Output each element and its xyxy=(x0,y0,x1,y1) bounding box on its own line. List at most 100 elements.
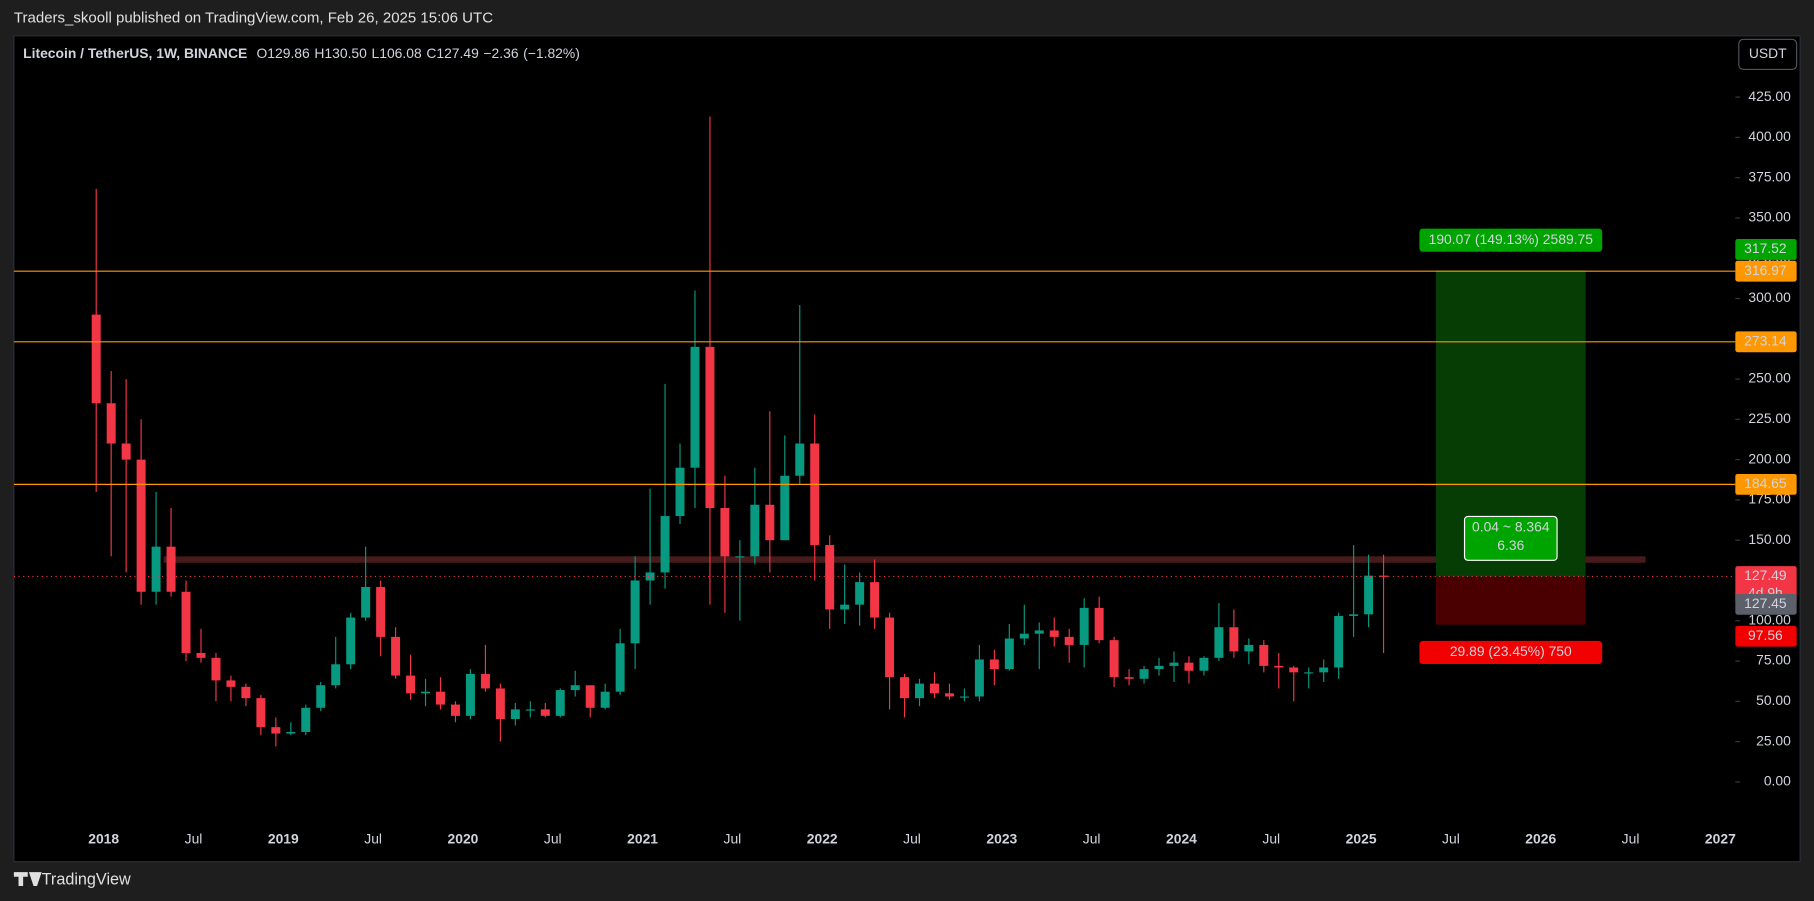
y-tick-label: 75.00 xyxy=(1756,652,1791,668)
candle-body xyxy=(720,507,730,557)
candle-body xyxy=(421,691,431,694)
horizontal-line-tag xyxy=(1735,260,1797,282)
stop-tag xyxy=(1735,625,1797,647)
entry-tag-label: 127.45 xyxy=(1744,595,1787,611)
candle-body xyxy=(1079,607,1089,645)
candle-body xyxy=(406,675,416,694)
candle-body xyxy=(1214,627,1224,658)
currency-label[interactable]: USDT xyxy=(1749,45,1787,61)
candle-body xyxy=(480,673,490,689)
candle-body xyxy=(870,582,880,618)
candle-body xyxy=(885,617,895,678)
x-tick-label: 2025 xyxy=(1346,830,1377,846)
candle-body xyxy=(840,604,850,610)
candle-body xyxy=(735,556,745,558)
candle-body xyxy=(1184,662,1194,671)
candle-body xyxy=(331,664,341,686)
candle-body xyxy=(660,516,670,573)
candle-body xyxy=(900,677,910,699)
candle-body xyxy=(106,403,116,444)
candle-body xyxy=(615,643,625,692)
logo[interactable]: TradingView xyxy=(42,870,131,888)
y-tick-label: 25.00 xyxy=(1756,732,1791,748)
x-tick-label: Jul xyxy=(1442,830,1460,846)
x-tick-label: Jul xyxy=(544,830,562,846)
entry-tag xyxy=(1735,593,1797,615)
candle-body xyxy=(705,346,715,508)
last-price-tag xyxy=(1735,566,1797,604)
candle-body xyxy=(795,443,805,476)
y-tick-label: 50.00 xyxy=(1756,692,1791,708)
candle-body xyxy=(196,653,206,658)
candle-body xyxy=(1034,630,1044,634)
y-tick-label: 0.00 xyxy=(1764,773,1791,789)
candle-body xyxy=(1259,644,1269,666)
candle-body xyxy=(1124,677,1134,679)
x-tick-label: 2021 xyxy=(627,830,658,846)
candle-body xyxy=(1094,607,1104,641)
horizontal-line-tag-label: 184.65 xyxy=(1744,475,1787,491)
horizontal-line-tag xyxy=(1735,331,1797,353)
candle-body xyxy=(450,704,460,716)
x-tick-label: Jul xyxy=(724,830,742,846)
candle-body xyxy=(301,707,311,732)
candle-body xyxy=(1019,633,1029,639)
candle-body xyxy=(211,657,221,681)
y-tick-label: 400.00 xyxy=(1748,128,1791,144)
candle-body xyxy=(974,659,984,697)
x-tick-label: Jul xyxy=(364,830,382,846)
stop-tag-label: 97.56 xyxy=(1748,627,1783,643)
stop-label: 29.89 (23.45%) 750 xyxy=(1450,643,1572,659)
x-tick-label: Jul xyxy=(903,830,921,846)
horizontal-line-tag-label: 273.14 xyxy=(1744,332,1787,348)
stop-zone xyxy=(1435,576,1586,625)
legend-field-name: O xyxy=(257,45,268,61)
candle-body xyxy=(1364,575,1374,615)
x-tick-label: 2026 xyxy=(1525,830,1556,846)
candle-body xyxy=(630,580,640,644)
candle-body xyxy=(1049,630,1059,637)
candle-body xyxy=(376,586,386,637)
candle-body xyxy=(944,693,954,697)
candle-body xyxy=(1169,662,1179,666)
candle-body xyxy=(361,586,371,618)
candle-body xyxy=(1109,640,1119,678)
candle-body xyxy=(1379,575,1389,577)
legend-field-value: 130.50 xyxy=(324,45,367,61)
candle-body xyxy=(585,685,595,708)
candle-body xyxy=(391,636,401,676)
horizontal-line-tag xyxy=(1735,473,1797,495)
candle-body xyxy=(316,685,326,708)
currency-button[interactable] xyxy=(1738,38,1798,70)
candle-body xyxy=(271,727,281,734)
candle-body xyxy=(91,314,101,404)
candle-body xyxy=(690,346,700,468)
candle-body xyxy=(136,459,146,592)
last-price-label: 127.49 xyxy=(1744,567,1787,583)
horizontal-line-tag-label: 316.97 xyxy=(1744,262,1787,278)
legend-field-name: C xyxy=(426,45,436,61)
candle-body xyxy=(495,688,505,720)
candle-body xyxy=(1229,627,1239,652)
x-tick-label: Jul xyxy=(1262,830,1280,846)
candle-body xyxy=(241,686,251,699)
candle-body xyxy=(929,683,939,694)
legend-field-name: H xyxy=(314,45,324,61)
candle-body xyxy=(181,591,191,654)
legend-field-value: 106.08 xyxy=(379,45,422,61)
candle-body xyxy=(166,546,176,592)
candle-body xyxy=(675,467,685,517)
candle-body xyxy=(1304,672,1314,674)
candle-body xyxy=(151,546,161,592)
logo-icon xyxy=(13,872,42,886)
candle-body xyxy=(1199,657,1209,671)
candle-body xyxy=(915,683,925,699)
candle-body xyxy=(855,582,865,605)
candle-body xyxy=(1319,667,1329,673)
candle-body xyxy=(1274,665,1284,668)
candle-body xyxy=(1004,638,1014,670)
candle-body xyxy=(959,696,969,698)
x-tick-label: 2023 xyxy=(986,830,1017,846)
candle-body xyxy=(1334,615,1344,668)
